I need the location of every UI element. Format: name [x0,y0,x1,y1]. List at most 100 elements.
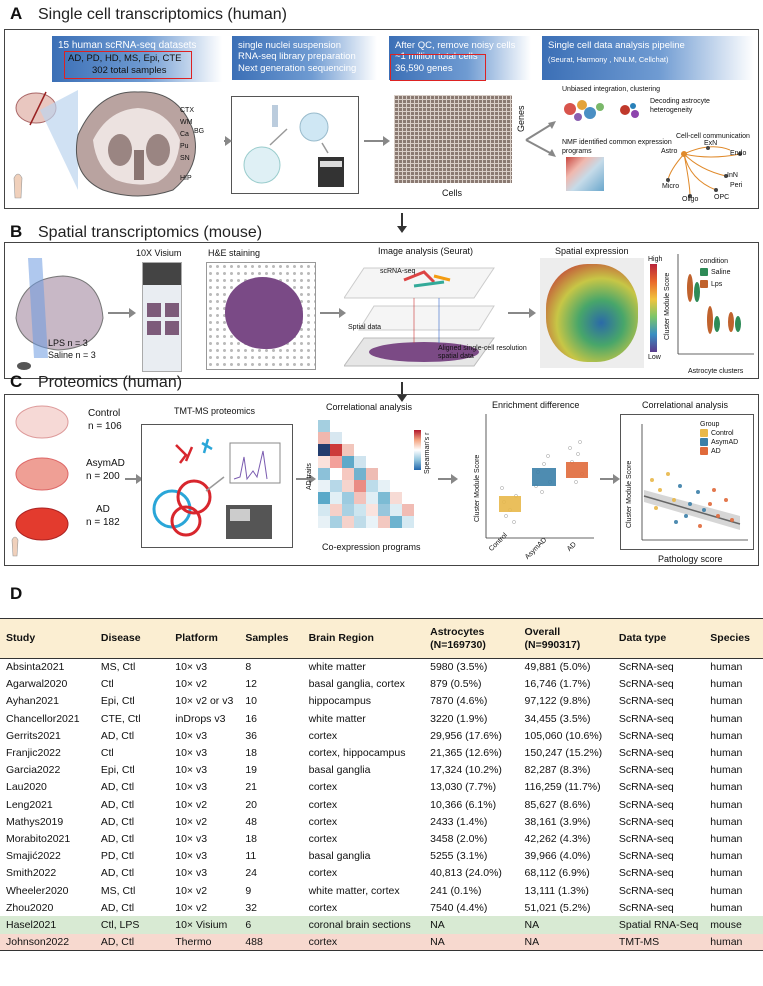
table-cell: Zhou2020 [6,901,54,914]
colorbar-high: High [648,256,663,263]
table-cell: AD, Ctl [100,832,135,845]
table-cell: 16,746 (1.7%) [524,678,591,691]
table-cell: Ctl [100,747,114,760]
table-cell: 40,813 (24.0%) [430,867,502,880]
arrow-b-to-c [397,382,407,402]
table-cell: human [710,678,743,691]
he-label: H&E staining [208,248,261,258]
gene-cell-matrix [394,95,512,183]
table-cell: 13,030 (7.7%) [430,781,497,794]
panel-b-frame [4,242,759,379]
table-cell: 36 [245,729,257,742]
table-cell: 39,966 (4.0%) [524,850,591,863]
table-row: Johnson2022 AD, Ctl Thermo 488 cortex NA NA TMT… [0,933,763,952]
table-cell: AD, Ctl [100,798,135,811]
table-cell: ScRNA-seq [618,781,674,794]
table-cell: Spatial RNA-Seq [612,916,705,934]
table-cell: 488 [239,933,303,952]
table-cell: 51,021 (5.2%) [524,901,591,914]
table-cell: PD, Ctl [100,850,135,863]
panel-c-frame [4,394,759,566]
table-cell: MS, Ctl [100,884,136,897]
table-cell: ScRNA-seq [618,712,674,725]
table-cell: Franjic2022 [6,747,61,760]
module-score-ylabel: Cluster Module Score [664,272,671,340]
table-cell: 38,161 (3.9%) [524,815,591,828]
ad-label: AD [96,504,110,515]
table-cell: cortex [308,798,338,811]
corr2-ylabel: Cluster Module Score [626,460,633,528]
table-cell: AD, Ctl [100,867,135,880]
correlation-heatmap [318,420,414,536]
region-hip: HIP [180,175,192,182]
table-cell: ScRNA-seq [618,901,674,914]
table-cell: 68,112 (6.9%) [524,867,590,880]
table-cell: 18 [245,747,257,760]
table-cell: inDrops v3 [175,712,226,725]
table-cell: human [710,832,743,845]
arrow-a2 [364,136,390,146]
table-cell: 13,111 (1.3%) [524,884,589,897]
table-cell: Johnson2022 [0,933,95,952]
table-cell: 82,287 (8.3%) [524,764,591,777]
table-row: Smajić2022 PD, Ctl 10× v3 11 basal ganglia 52… [0,848,763,865]
astrocyte-clusters-xlabel: Astrocyte clusters [688,368,744,375]
tmt-label: TMT-MS proteomics [174,406,256,416]
table-cell: 10× v2 [175,815,208,828]
table-cell: human [710,901,743,914]
tmt-ms-box [141,424,293,548]
table-cell: human [710,867,743,880]
table-cell: 10× v3 [175,747,208,760]
spatial-alignment-illustration [344,267,495,367]
col-data-type: Data type [612,618,705,659]
step3-line-2: ~1 million total cells [395,51,478,63]
table-cell: Garcia2022 [6,764,61,777]
table-cell: ScRNA-seq [618,867,674,880]
he-stained-section [206,262,316,370]
table-cell: human [710,712,743,725]
col-platform: Platform [169,618,240,659]
table-cell: 8 [245,661,252,674]
astro-umap [620,103,639,118]
table-cell: ScRNA-seq [618,678,674,691]
spatial-expression-label: Spatial expression [555,246,629,256]
col-species: Species [704,618,763,659]
table-cell: 97,122 (9.8%) [524,695,591,708]
enrichment-boxplot [485,414,594,539]
table-cell: basal ganglia, cortex [308,678,405,691]
arrow-b3 [508,308,536,318]
col-study: Study [0,618,95,659]
table-cell: AD, Ctl [100,901,135,914]
table-cell: 5255 (3.1%) [430,850,488,863]
table-cell: 11 [245,850,257,863]
table-cell: 34,455 (3.5%) [524,712,591,725]
sequencing-icons [243,105,344,187]
arrow-c4 [600,474,620,484]
table-cell: white matter [308,712,366,725]
ct-opc: OPC [714,194,730,201]
table-cell: 7870 (4.6%) [430,695,488,708]
decoding-label: Decoding astrocyte heterogeneity [650,98,710,114]
corr2-xlabel: Pathology score [658,554,723,564]
corr-title: Correlational analysis [326,402,413,412]
sequencing-workflow-box [231,96,359,194]
panel-d-letter: D [10,584,23,603]
table-cell: 7540 (4.4%) [430,901,488,914]
table-row: Hasel2021 Ctl, LPS 10× Visium 6 coronal brai… [0,916,763,934]
table-cell: ScRNA-seq [618,747,674,760]
umap-plot [564,100,604,121]
table-cell: CTE, Ctl [100,712,141,725]
table-row: Leng2021 AD, Ctl 10× v2 20 cortex 10,366 (6.1… [0,796,763,813]
table-cell: 19 [245,764,257,777]
asymad-label: AsymAD [86,458,125,469]
violin-plot [677,254,754,355]
table-row: Gerrits2021 AD, Ctl 10× v3 36 cortex 29,956 (… [0,727,763,744]
datasets-header: 15 human scRNA-seq datasets [52,36,222,82]
table-cell: Thermo [169,933,240,952]
ct-peri: Peri [730,182,743,189]
table-cell: 10× v2 [175,884,208,897]
table-cell: TMT-MS [612,933,705,952]
mouse-brain-illustration [15,258,104,370]
col-overall: Overall (N=990317) [518,618,613,659]
table-row: Garcia2022 Epi, Ctl 10× v3 19 basal ganglia 1… [0,762,763,779]
